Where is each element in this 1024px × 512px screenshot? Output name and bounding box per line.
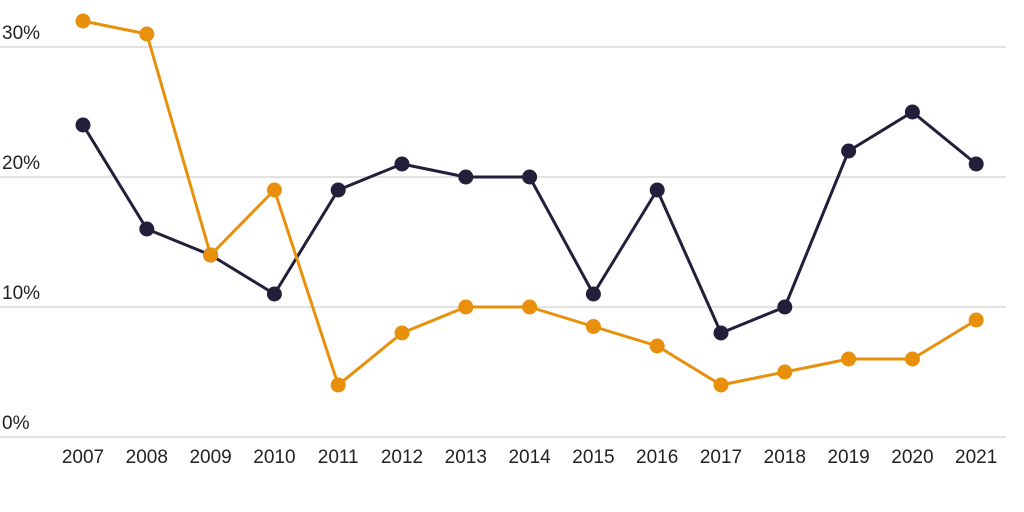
data-point: [139, 221, 155, 237]
data-point: [75, 13, 91, 29]
data-point: [585, 319, 601, 334]
x-tick-label: 2014: [508, 447, 551, 468]
data-point: [841, 143, 857, 159]
y-axis-ticks: 0% 10% 20% 30%: [2, 23, 40, 434]
data-point: [585, 286, 601, 302]
data-point: [777, 299, 793, 315]
data-point: [139, 26, 155, 42]
x-tick-label: 2009: [189, 447, 231, 468]
data-point: [394, 325, 410, 341]
data-point: [968, 312, 984, 328]
x-tick-label: 2016: [636, 447, 678, 468]
y-tick-label: 30%: [2, 23, 40, 44]
series-line: [82, 19, 977, 387]
y-tick-label: 20%: [2, 153, 40, 174]
x-tick-label: 2015: [572, 447, 614, 468]
data-point: [266, 286, 282, 302]
data-point: [330, 377, 346, 393]
data-point: [904, 104, 920, 120]
data-point: [522, 299, 538, 315]
x-tick-label: 2020: [891, 447, 933, 468]
y-tick-label: 0%: [2, 413, 30, 434]
y-tick-label: 10%: [2, 283, 40, 304]
x-axis-ticks: 2007 2008 2009 2010 2011 2012 2013 2014 2015 2016…: [62, 447, 997, 468]
x-tick-label: 2012: [381, 447, 423, 468]
data-point: [266, 182, 282, 198]
x-tick-label: 2007: [62, 447, 104, 468]
data-point: [904, 351, 920, 367]
data-point: [649, 182, 665, 198]
data-point: [394, 156, 410, 172]
x-tick-label: 2019: [827, 447, 869, 468]
x-tick-label: 2018: [764, 447, 806, 468]
x-tick-label: 2013: [445, 447, 487, 468]
data-point: [458, 169, 474, 185]
data-point: [777, 364, 793, 380]
x-tick-label: 2011: [318, 447, 359, 468]
data-point: [713, 325, 729, 341]
x-tick-label: 2008: [126, 447, 168, 468]
data-point: [458, 299, 474, 315]
series-2: [75, 13, 984, 393]
series-1: [75, 104, 984, 341]
data-point: [203, 247, 219, 263]
series-layer: [75, 13, 984, 393]
data-point: [968, 156, 984, 172]
data-point: [649, 338, 665, 354]
gridlines: [0, 46, 1006, 438]
x-tick-label: 2010: [253, 447, 295, 468]
x-tick-label: 2021: [955, 447, 997, 468]
data-point: [522, 169, 538, 185]
data-point: [713, 377, 729, 393]
data-point: [330, 182, 346, 198]
data-point: [75, 117, 91, 133]
x-tick-label: 2017: [700, 447, 742, 468]
data-point: [841, 351, 857, 367]
